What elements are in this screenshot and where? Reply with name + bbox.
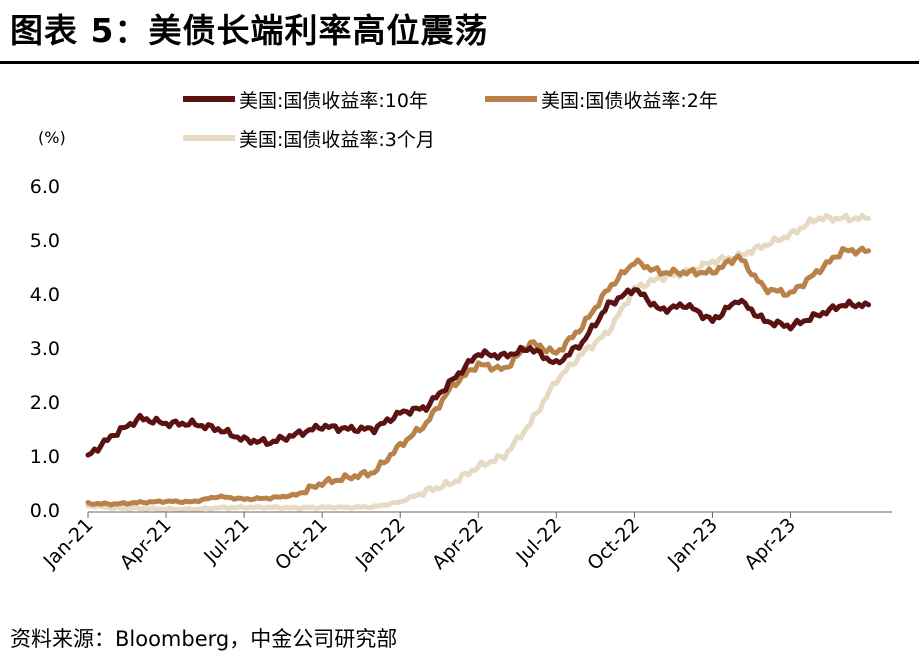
x-tick-label: Apr-21 <box>116 514 176 574</box>
y-tick-label: 6.0 <box>30 176 60 198</box>
series-line-s10y <box>85 287 872 458</box>
y-tick-label: 2.0 <box>30 392 60 414</box>
y-axis-unit: (%) <box>38 128 66 147</box>
x-tick-label: Jan-22 <box>351 514 410 573</box>
series-line-s2y <box>85 245 872 508</box>
legend-item-10y: 美国:国债收益率:10年 <box>183 87 428 112</box>
legend-item-3m: 美国:国债收益率:3个月 <box>183 126 435 151</box>
series-line-s3m <box>85 212 872 513</box>
x-tick-label: Jul-22 <box>511 514 565 568</box>
y-tick-label: 5.0 <box>30 230 60 252</box>
legend-label-3m: 美国:国债收益率:3个月 <box>239 128 435 151</box>
x-tick-layer: Jan-21 Apr-21 Jul-21 Oct-21 Jan-22 Apr-22 Jul-… <box>39 512 800 575</box>
y-tick-label: 3.0 <box>30 338 60 360</box>
x-tick-label: Jan-23 <box>663 514 722 573</box>
y-tick-label: 0.0 <box>30 500 60 522</box>
y-tick-layer: 6.0 5.0 4.0 3.0 2.0 1.0 0.0 <box>30 176 60 522</box>
y-tick-label: 4.0 <box>30 284 60 306</box>
x-tick-label: Jul-21 <box>199 514 253 568</box>
legend-swatch-3m <box>183 135 235 141</box>
legend-swatch-2y <box>485 96 537 102</box>
source-note: 资料来源：Bloomberg，中金公司研究部 <box>10 627 398 651</box>
x-tick-label: Apr-23 <box>740 514 800 574</box>
legend-item-2y: 美国:国债收益率:2年 <box>485 87 718 112</box>
legend-label-2y: 美国:国债收益率:2年 <box>541 89 718 112</box>
legend-label-10y: 美国:国债收益率:10年 <box>239 89 428 112</box>
x-tick-label: Apr-22 <box>428 514 488 574</box>
legend-swatch-10y <box>183 96 235 102</box>
title-divider <box>0 61 919 64</box>
series-layer <box>85 212 872 513</box>
x-tick-label: Jan-21 <box>39 514 98 573</box>
x-tick-label: Oct-21 <box>271 514 332 575</box>
y-tick-label: 1.0 <box>30 446 60 468</box>
chart-title: 图表 5：美债长端利率高位震荡 <box>10 11 489 50</box>
x-tick-label: Oct-22 <box>583 514 644 575</box>
